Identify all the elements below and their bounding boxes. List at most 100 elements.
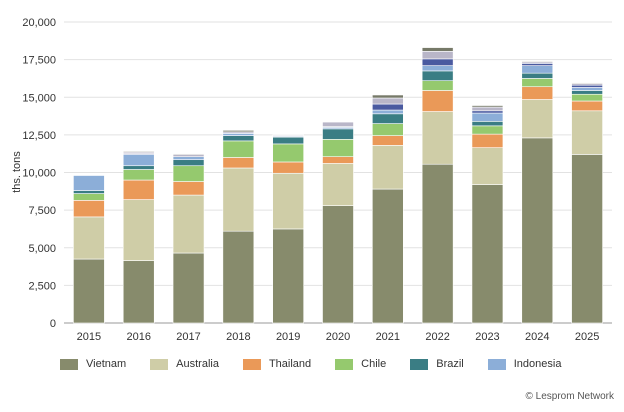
bar-segment-2015-chile (73, 193, 105, 201)
bar-segment-2017-indonesia (172, 156, 205, 161)
bar-segment-2016-indonesia (122, 154, 155, 167)
legend-label: Chile (361, 358, 387, 370)
bar-segment-2019-chile (272, 143, 304, 163)
bar-segment-2022-brazil (421, 70, 454, 81)
legend-item-vietnam[interactable]: Vietnam (60, 358, 126, 370)
bar-segment-2015-brazil (73, 190, 105, 194)
bar-segment-2022-chile (421, 80, 454, 91)
bar-segment-2023-australia (471, 147, 504, 185)
bar-segment-2015-indonesia (73, 175, 105, 191)
bar-segment-2022-other-6 (421, 58, 454, 66)
bar-segment-2016-chile (122, 169, 155, 181)
legend-swatch (60, 358, 78, 370)
bar-segment-2021-vietnam (372, 188, 404, 324)
legend-item-chile[interactable]: Chile (335, 358, 386, 370)
bar-segment-2017-other-8 (172, 153, 205, 155)
y-tick-label: 12,500 (22, 130, 56, 142)
bar-segment-2020-vietnam (322, 205, 354, 324)
bar-segment-2015-australia (73, 216, 105, 260)
legend-swatch (487, 358, 506, 370)
bar-segment-2024-brazil (521, 72, 554, 79)
bar-segment-2020-thailand (322, 156, 354, 164)
bar-segment-2020-australia (322, 163, 354, 206)
x-tick-label: 2025 (575, 331, 599, 343)
bar-segment-2024-thailand (521, 86, 554, 100)
bar-segment-2019-australia (272, 172, 304, 230)
bar-segment-2023-chile (471, 125, 504, 135)
bar-segment-2024-australia (521, 99, 554, 139)
bar-segment-2023-other-8 (471, 105, 504, 108)
bar-segment-2018-chile (222, 140, 255, 158)
x-tick-label: 2021 (376, 331, 400, 343)
legend-swatch (410, 358, 429, 370)
bar-segment-2017-brazil (172, 159, 205, 167)
legend: Vietnam Australia Thailand Chile Brazil Indon… (60, 358, 585, 370)
x-tick-label: 2022 (425, 331, 449, 343)
bar-segment-2016-brazil (122, 165, 155, 170)
bar-segment-2017-chile (172, 165, 205, 182)
bar-segment-2021-brazil (372, 113, 404, 124)
bar-segment-2019-other-7 (272, 134, 304, 136)
bar-segment-2023-vietnam (471, 184, 504, 324)
y-tick-label: 2,500 (28, 280, 56, 292)
bar-segment-2025-brazil (571, 90, 603, 95)
legend-label: Thailand (268, 358, 312, 370)
x-tick-label: 2015 (77, 331, 101, 343)
bar-segment-2023-indonesia (471, 112, 504, 122)
bar-segment-2017-australia (172, 194, 205, 254)
bar-segment-2017-thailand (172, 181, 205, 196)
legend-label: Vietnam (86, 358, 127, 370)
bar-segment-2024-vietnam (521, 137, 554, 324)
bar-segment-2025-other-8 (571, 82, 603, 85)
y-axis-ticks: 0 2,500 5,000 7,500 10,000 12,500 15,000 17,500… (22, 17, 56, 330)
bar-segment-2021-indonesia (372, 109, 404, 115)
legend-item-brazil[interactable]: Brazil (410, 358, 464, 370)
bar-segment-2022-thailand (421, 90, 454, 112)
y-axis-label: ths. tons (11, 151, 23, 193)
bar-segment-2022-other-8 (421, 47, 454, 52)
bar-segment-2025-australia (571, 110, 603, 155)
bar-segment-2017-other-7 (172, 154, 205, 157)
bar-segment-2021-other-8 (372, 94, 404, 99)
bar-segment-2018-brazil (222, 135, 255, 142)
bar-segment-2025-thailand (571, 100, 603, 112)
bar-segment-2020-other-7 (322, 121, 354, 127)
x-tick-label: 2016 (126, 331, 150, 343)
y-tick-label: 5,000 (28, 243, 56, 255)
legend-swatch (242, 358, 261, 370)
legend-item-australia[interactable]: Australia (150, 358, 219, 370)
bar-segment-2020-brazil (322, 128, 354, 140)
bar-segment-2025-vietnam (571, 154, 603, 324)
legend-item-thailand[interactable]: Thailand (242, 358, 312, 370)
bar-segment-2021-thailand (372, 135, 404, 146)
x-tick-label: 2020 (326, 331, 350, 343)
bar-segment-2019-brazil (272, 136, 304, 145)
bar-segment-2018-vietnam (222, 230, 255, 324)
x-tick-label: 2024 (525, 331, 549, 343)
bar-segment-2023-other-7 (471, 106, 504, 112)
y-tick-label: 20,000 (22, 17, 56, 29)
x-axis-ticks: 2015 2016 2017 2018 2019 2020 2021 2022 2023 2024… (77, 331, 600, 343)
bar-segment-2016-thailand (122, 179, 155, 200)
bar-segment-2025-other-6 (571, 84, 603, 88)
bar-segment-2023-other-6 (471, 110, 504, 114)
x-tick-label: 2018 (226, 331, 250, 343)
bar-segment-2024-chile (521, 78, 554, 88)
bar-segment-2024-other-6 (521, 63, 554, 66)
bar-segment-2018-indonesia (222, 133, 255, 136)
bar-segment-2021-other-6 (372, 103, 404, 111)
legend-swatch (335, 358, 354, 370)
bar-segment-2023-thailand (471, 133, 504, 148)
x-tick-label: 2023 (475, 331, 499, 343)
y-tick-label: 0 (50, 318, 56, 330)
bar-segment-2018-thailand (222, 157, 255, 169)
y-tick-label: 17,500 (22, 55, 56, 67)
bar-segment-2022-other-7 (421, 51, 454, 60)
legend-item-indonesia[interactable]: Indonesia (487, 358, 561, 370)
bar-segment-2025-indonesia (571, 87, 603, 91)
bar-segment-2022-vietnam (421, 163, 454, 324)
bar-segment-2015-thailand (73, 200, 105, 218)
bar-segment-2019-vietnam (272, 228, 304, 324)
y-tick-label: 10,000 (22, 168, 56, 180)
